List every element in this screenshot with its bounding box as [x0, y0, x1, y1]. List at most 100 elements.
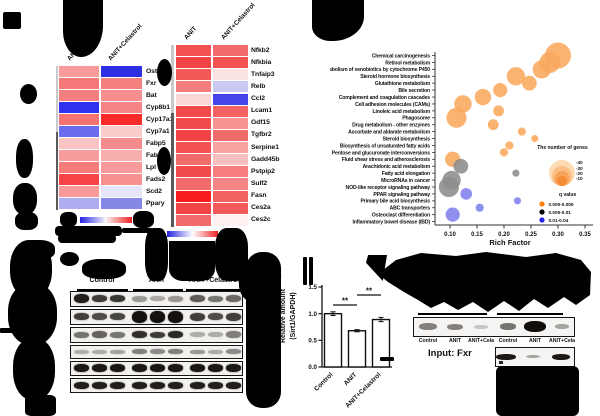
colorbar-diverging [167, 231, 218, 237]
heatmap-cell [176, 154, 211, 166]
redaction-blob [13, 183, 37, 215]
heatmap-row-label: Pstpip2 [251, 167, 275, 175]
protein-band [554, 324, 569, 329]
heatmap-row-label: Tgfbr2 [251, 131, 272, 139]
protein-band [495, 353, 516, 360]
heatmap-cell [213, 129, 248, 141]
heatmap-cell [176, 57, 211, 69]
colorbar-blue [80, 217, 105, 223]
protein-band [74, 349, 89, 354]
redaction-blob [15, 212, 38, 230]
protein-band [168, 381, 183, 389]
heatmap-cell [101, 66, 142, 77]
protein-band [190, 295, 205, 302]
size-legend-value: -30 [576, 166, 583, 171]
pathway-label: Chemical carcinogenesis [372, 53, 431, 59]
heatmap-cell [213, 93, 248, 105]
size-legend-value: -20 [576, 171, 583, 176]
heatmap-row-label: Cyp7a1 [146, 127, 170, 135]
redaction-blob [60, 212, 77, 227]
y-tick-label: 0.5 [308, 338, 317, 345]
redaction-blob [169, 241, 215, 281]
heatmap-column-header: ANIT [183, 25, 199, 42]
redaction-blob [0, 328, 34, 333]
size-legend-value: -40 [576, 160, 583, 165]
heatmap-cell [101, 102, 142, 113]
heatmap-cell [59, 78, 99, 89]
heatmap-cell [213, 190, 248, 202]
heatmap-row-label: Relb [251, 82, 266, 90]
protein-band [92, 313, 107, 320]
y-tick-label: 1.0 [308, 311, 317, 318]
heatmap-row-label: Ces2a [251, 204, 271, 212]
protein-band [525, 354, 540, 359]
heatmap-cell [176, 178, 211, 190]
pathway-label: Ascorbate and aldarate metabolism [348, 130, 430, 136]
protein-band [499, 323, 516, 330]
protein-band [92, 295, 107, 302]
protein-band [132, 295, 147, 302]
redaction-blob [8, 283, 57, 345]
heatmap-cell [213, 57, 248, 69]
coip-blot-box [413, 317, 575, 337]
redaction-blob [20, 84, 37, 104]
redaction-blob [55, 226, 122, 236]
redaction-blob [60, 252, 79, 266]
pathway-bubble [512, 169, 520, 177]
protein-band [168, 364, 183, 372]
pathway-label: Metabolism of xenobiotics by cytochrome … [330, 67, 430, 73]
heatmap-cell [59, 150, 99, 161]
protein-band [208, 349, 223, 354]
redaction-blob [312, 0, 364, 41]
protein-band [92, 331, 107, 338]
pathway-label: Steroid hormone biosynthesis [360, 74, 430, 80]
heatmap-cell [213, 154, 248, 166]
protein-band [132, 349, 147, 354]
lane-label: ANIT+Cela [548, 338, 576, 344]
q-value-bin-label: 0.005-0.01 [549, 210, 572, 215]
heatmap-cell [101, 138, 142, 149]
heatmap-cell [101, 162, 142, 173]
significance-stars: ** [366, 287, 373, 296]
pathway-label: MicroRNAs in cancer [381, 178, 430, 184]
protein-band [190, 349, 205, 354]
heatmap-cell [59, 198, 99, 209]
pathway-bubble [453, 158, 469, 174]
protein-band [168, 331, 183, 338]
x-tick-label: 0.30 [552, 232, 564, 238]
pathway-bubble [474, 88, 492, 106]
redaction-blob [496, 366, 579, 416]
heatmap-cell [59, 114, 99, 125]
blot-strip [70, 291, 243, 307]
bar [323, 312, 343, 368]
protein-band [190, 364, 205, 372]
heatmap-column-header: ANIT+Celastrol [220, 1, 257, 42]
protein-band [74, 381, 89, 389]
pathway-bubble [493, 105, 505, 117]
y-tick-label: 1.5 [308, 284, 317, 291]
heatmap-cell [101, 150, 142, 161]
protein-band [150, 331, 165, 338]
heatmap-column-header: ANIT+Celastrol [107, 22, 144, 63]
pathway-bubble [532, 60, 551, 79]
blot-group-label: ANIT+Celastrol [188, 277, 240, 284]
pathway-bubble [506, 67, 526, 86]
pathway-bubble [487, 119, 499, 131]
protein-band [74, 331, 89, 338]
pathway-label: Pentose and glucuronate interconversions [332, 150, 431, 156]
heatmap-cell [213, 214, 248, 226]
protein-band [226, 364, 241, 372]
q-value-bin-label: 0.01-0.04 [549, 218, 569, 223]
heatmap-row-label: Ostβ [146, 67, 162, 75]
pathway-bubble [499, 148, 509, 157]
pathway-label: Linoleic acid metabolism [372, 109, 430, 115]
heatmap-cell [101, 186, 142, 197]
heatmap-cell [213, 45, 248, 57]
redaction-blob [13, 338, 55, 400]
lane-label: Control [498, 338, 518, 344]
protein-band [110, 349, 125, 354]
heatmap-row-label: Lpl [146, 163, 156, 171]
heatmap-cell [59, 186, 99, 197]
